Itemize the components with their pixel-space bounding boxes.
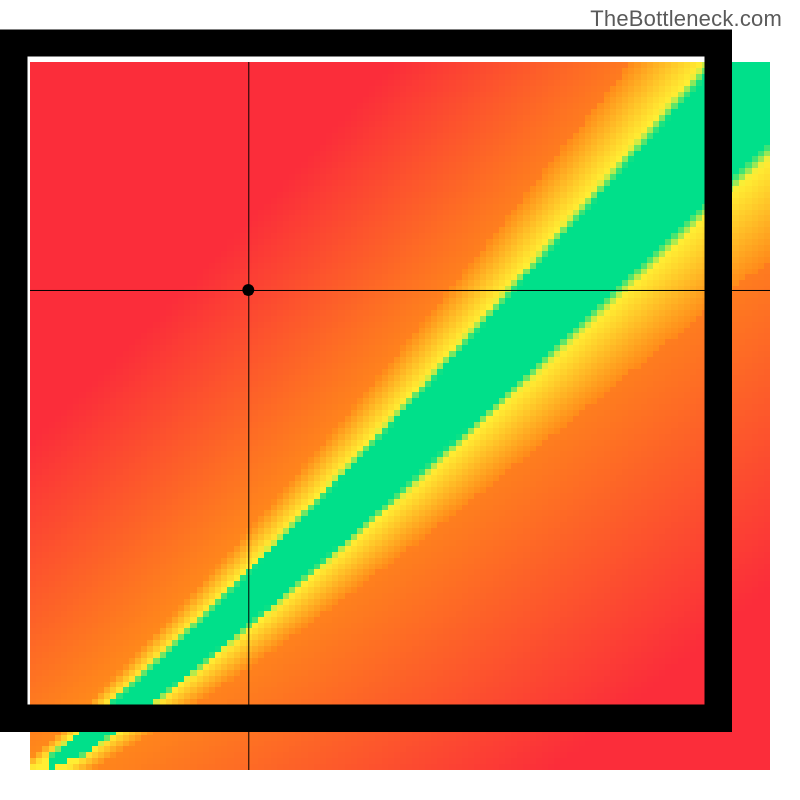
watermark-label: TheBottleneck.com xyxy=(590,6,782,32)
heatmap-canvas xyxy=(30,62,770,770)
heatmap-plot xyxy=(30,62,770,770)
